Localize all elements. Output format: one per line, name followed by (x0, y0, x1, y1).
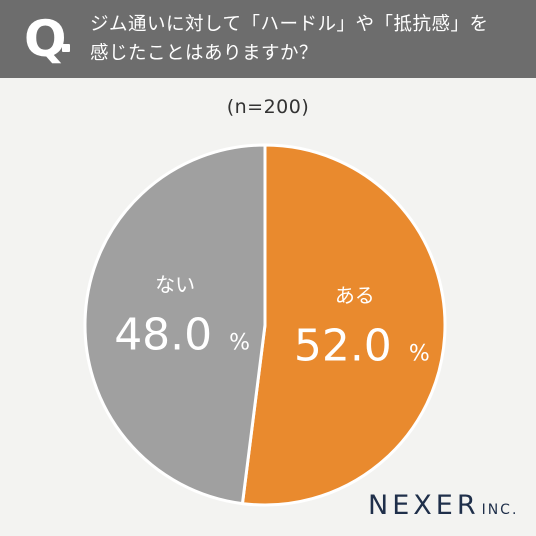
slice-unit-label: % (229, 330, 250, 355)
sample-size-label: (n=200) (226, 96, 310, 118)
slice-value-label: 52.0 (294, 321, 392, 372)
slice-category-label: ある (335, 284, 375, 308)
logo-suffix: INC. (481, 502, 519, 518)
slice-value-label: 48.0 (114, 309, 212, 360)
logo-main: NEXER (368, 490, 480, 521)
slice-unit-label: % (409, 342, 430, 367)
slice-no (83, 143, 267, 506)
question-text: ジム通いに対して「ハードル」や「抵抗感」を 感じたことはありますか？ (90, 10, 520, 68)
q-mark-dot (62, 44, 70, 52)
question-line-2: 感じたことはありますか？ (90, 43, 319, 64)
question-line-1: ジム通いに対して「ハードル」や「抵抗感」を (90, 14, 489, 35)
nexer-logo: NEXER INC. (368, 490, 518, 521)
slice-yes (240, 143, 447, 507)
question-header: Q ジム通いに対して「ハードル」や「抵抗感」を 感じたことはありますか？ (0, 0, 536, 78)
q-mark: Q (24, 10, 67, 68)
slice-category-label: ない (155, 272, 195, 296)
